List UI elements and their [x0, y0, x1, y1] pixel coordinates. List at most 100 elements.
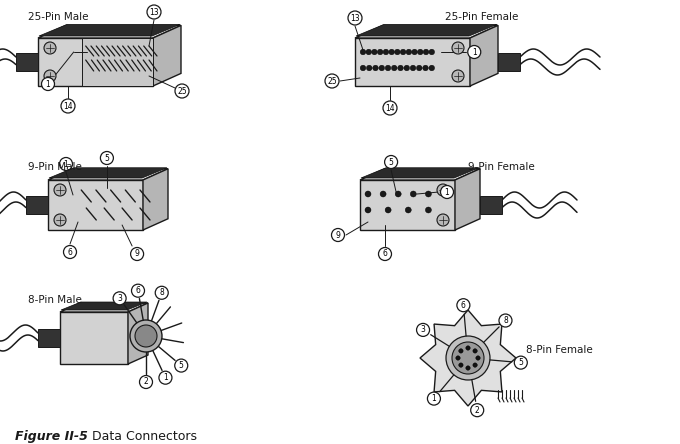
Circle shape [373, 65, 378, 71]
Circle shape [63, 246, 76, 258]
Circle shape [418, 49, 423, 55]
Polygon shape [60, 312, 128, 364]
Circle shape [412, 49, 418, 55]
Circle shape [159, 371, 172, 384]
Polygon shape [455, 169, 480, 230]
Circle shape [379, 247, 392, 261]
Text: 8: 8 [503, 316, 508, 325]
Polygon shape [420, 310, 516, 406]
Circle shape [131, 284, 145, 297]
Polygon shape [356, 24, 497, 36]
Circle shape [459, 363, 463, 367]
Circle shape [101, 151, 114, 164]
Circle shape [404, 65, 409, 71]
Circle shape [367, 65, 372, 71]
Circle shape [130, 320, 162, 352]
Circle shape [365, 207, 371, 213]
Text: 1: 1 [46, 79, 50, 88]
Circle shape [417, 323, 430, 337]
Text: 5: 5 [179, 361, 184, 370]
Text: 1: 1 [432, 394, 437, 403]
Circle shape [476, 356, 480, 360]
Polygon shape [498, 53, 520, 71]
Text: 8: 8 [159, 288, 164, 297]
Text: 8-Pin Male: 8-Pin Male [28, 295, 82, 305]
Text: 14: 14 [63, 102, 73, 111]
Text: 1: 1 [64, 159, 69, 169]
Circle shape [452, 342, 484, 374]
Polygon shape [61, 302, 147, 310]
Polygon shape [39, 24, 180, 36]
Circle shape [147, 5, 161, 19]
Circle shape [377, 49, 383, 55]
Circle shape [406, 49, 411, 55]
Text: 1: 1 [163, 373, 168, 382]
Circle shape [139, 376, 152, 388]
Polygon shape [38, 38, 153, 86]
Circle shape [175, 359, 188, 372]
Circle shape [385, 207, 391, 213]
Polygon shape [48, 169, 168, 180]
Circle shape [366, 49, 371, 55]
Circle shape [473, 349, 477, 353]
Circle shape [473, 363, 477, 367]
Circle shape [410, 191, 416, 197]
Polygon shape [480, 196, 502, 214]
Text: 2: 2 [143, 377, 148, 386]
Circle shape [423, 49, 429, 55]
Polygon shape [355, 25, 498, 38]
Text: 1: 1 [472, 48, 477, 56]
Circle shape [155, 286, 168, 299]
Text: 3: 3 [421, 325, 426, 334]
Polygon shape [48, 180, 143, 230]
Circle shape [395, 191, 401, 197]
Circle shape [428, 392, 441, 405]
Circle shape [385, 155, 398, 169]
Circle shape [380, 191, 386, 197]
Text: Figure II-5: Figure II-5 [15, 430, 88, 443]
Circle shape [423, 65, 428, 71]
Circle shape [372, 49, 377, 55]
Circle shape [410, 65, 415, 71]
Circle shape [131, 247, 143, 261]
Circle shape [389, 49, 394, 55]
Circle shape [332, 229, 345, 242]
Text: 2: 2 [475, 406, 479, 415]
Circle shape [429, 65, 435, 71]
Text: 13: 13 [149, 8, 159, 16]
Circle shape [437, 184, 449, 196]
Polygon shape [38, 329, 60, 347]
Polygon shape [360, 180, 455, 230]
Text: 14: 14 [385, 103, 395, 112]
Circle shape [44, 70, 56, 82]
Circle shape [398, 65, 403, 71]
Circle shape [325, 74, 339, 88]
Polygon shape [82, 38, 153, 86]
Text: 6: 6 [383, 250, 388, 258]
Polygon shape [60, 303, 148, 312]
Polygon shape [153, 25, 181, 86]
Circle shape [468, 45, 481, 59]
Polygon shape [361, 168, 479, 178]
Text: 9: 9 [335, 230, 341, 239]
Polygon shape [26, 196, 48, 214]
Polygon shape [355, 38, 470, 86]
Text: 5: 5 [389, 158, 394, 166]
Text: 5: 5 [105, 154, 109, 163]
Polygon shape [360, 169, 480, 180]
Polygon shape [470, 25, 498, 86]
Circle shape [416, 65, 422, 71]
Circle shape [471, 404, 483, 417]
Text: 6: 6 [135, 286, 141, 295]
Circle shape [44, 42, 56, 54]
Circle shape [360, 65, 366, 71]
Circle shape [441, 186, 454, 198]
Circle shape [41, 78, 54, 91]
Text: 13: 13 [350, 13, 360, 23]
Polygon shape [49, 168, 167, 178]
Circle shape [452, 42, 464, 54]
Circle shape [426, 191, 431, 197]
Circle shape [383, 101, 397, 115]
Circle shape [54, 214, 66, 226]
Circle shape [348, 11, 362, 25]
